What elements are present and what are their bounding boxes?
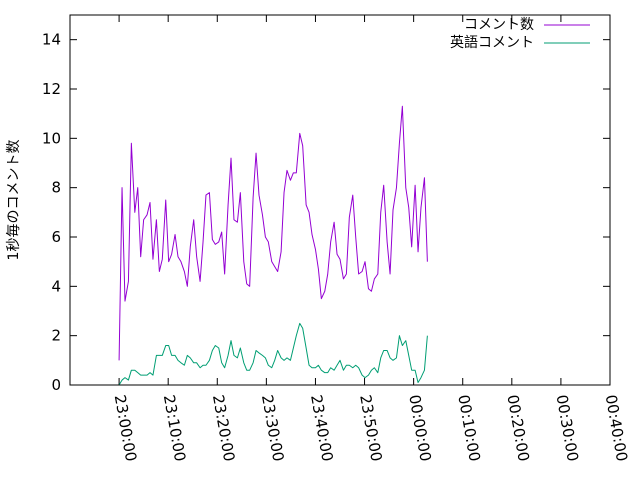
y-tick-label-4: 4 — [51, 277, 61, 295]
y-tick-label-8: 8 — [51, 179, 61, 197]
y-tick-label-14: 14 — [42, 31, 61, 49]
series-line-1 — [118, 322, 428, 386]
series-line-0 — [118, 105, 428, 361]
y-tick-label-10: 10 — [42, 129, 61, 147]
series-lines — [118, 105, 428, 386]
legend-label-0: コメント数 — [464, 17, 534, 33]
y-tick-label-6: 6 — [51, 228, 61, 246]
y-axis-label: 1秒毎のコメント数 — [6, 140, 22, 261]
y-tick-marks — [70, 39, 610, 386]
y-tick-label-12: 12 — [42, 80, 61, 98]
y-tick-label-2: 2 — [51, 327, 61, 345]
legend-label-1: 英語コメント — [450, 34, 534, 51]
y-tick-labels: 0 2 4 6 8 10 12 14 — [42, 31, 61, 394]
plot-frame — [69, 14, 611, 386]
y-tick-label-0: 0 — [51, 376, 61, 394]
